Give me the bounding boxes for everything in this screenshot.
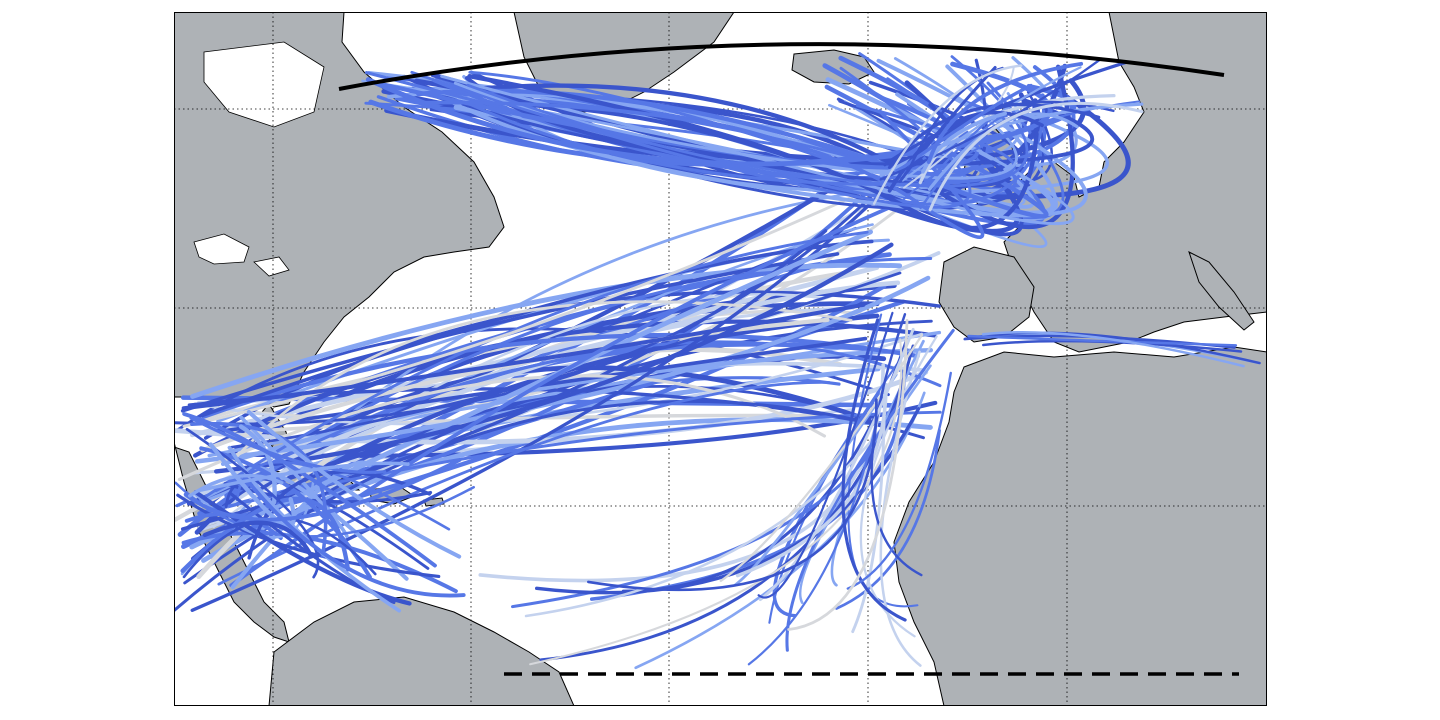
float-trajectory (176, 493, 441, 579)
northern-section-line (338, 42, 1225, 91)
float-trajectory (214, 242, 894, 474)
section-lines (338, 42, 1239, 676)
float-trajectory (928, 101, 1144, 212)
float-trajectory (180, 496, 351, 573)
float-trajectory (190, 421, 328, 558)
float-trajectory (208, 442, 296, 529)
float-trajectory (747, 386, 885, 666)
float-trajectory (232, 300, 853, 462)
hudson-bay (203, 41, 325, 128)
float-trajectory (214, 340, 942, 493)
float-trajectory (847, 313, 919, 608)
float-trajectory (200, 317, 830, 453)
float-trajectory (181, 302, 866, 411)
float-trajectory (198, 230, 869, 502)
float-trajectory (926, 61, 1084, 164)
map-border (174, 12, 1267, 706)
map-figure (174, 12, 1267, 706)
float-trajectory (229, 201, 902, 588)
float-trajectory (768, 348, 909, 624)
float-trajectory (733, 373, 898, 587)
float-trajectory (981, 330, 1245, 368)
float-trajectory (190, 262, 903, 399)
float-trajectory (219, 336, 868, 433)
float-trajectory (872, 64, 1023, 205)
float-trajectory (240, 472, 466, 598)
float-trajectory (787, 318, 909, 631)
south-america-landmass (268, 596, 575, 706)
float-trajectory (217, 381, 831, 586)
float-trajectory (183, 458, 462, 522)
float-trajectory (846, 371, 952, 590)
float-trajectory (963, 331, 1261, 365)
float-trajectory (238, 424, 277, 505)
float-trajectory (220, 347, 934, 467)
float-trajectory (202, 520, 314, 559)
float-trajectory (246, 409, 462, 559)
float-trajectory (197, 461, 410, 493)
float-trajectory (870, 313, 923, 577)
float-trajectory (467, 74, 1040, 231)
float-trajectory (182, 189, 867, 428)
float-trajectory (422, 100, 985, 239)
map-canvas (174, 12, 1267, 706)
float-trajectory (894, 83, 1033, 175)
float-trajectory (241, 465, 409, 581)
float-trajectory (919, 115, 1008, 210)
float-trajectory (470, 64, 1075, 230)
float-trajectory (466, 55, 1029, 188)
float-trajectory (180, 252, 840, 413)
float-trajectory (586, 398, 878, 592)
float-trajectory (182, 411, 437, 568)
float-trajectory (841, 318, 907, 622)
float-trajectory (199, 239, 874, 418)
float-trajectory (835, 429, 941, 610)
float-trajectory (758, 327, 915, 602)
float-trajectory (757, 311, 894, 599)
trajectory-layer (174, 52, 1261, 670)
float-trajectory (189, 416, 387, 474)
float-trajectory (534, 407, 921, 595)
float-trajectory (239, 415, 349, 539)
italy-peninsula (1188, 251, 1255, 331)
iberian-peninsula (938, 246, 1035, 343)
float-trajectory (529, 338, 903, 666)
great-lakes (193, 233, 290, 277)
float-trajectory (201, 332, 920, 419)
float-trajectory (967, 334, 1238, 347)
